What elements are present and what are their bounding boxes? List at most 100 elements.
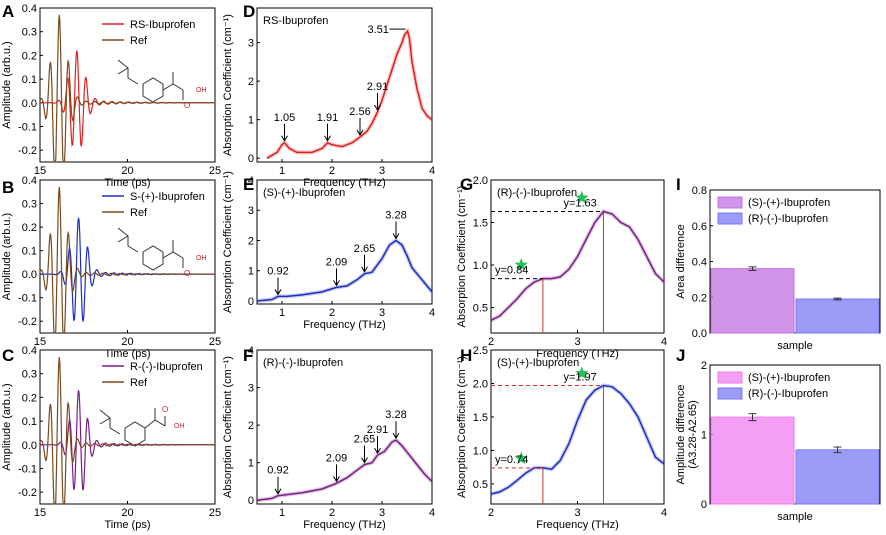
annotation-label: 1.91 [317, 112, 338, 124]
panel-title: RS-Ibuprofen [263, 15, 328, 27]
x-tick-label: 25 [209, 507, 221, 519]
x-tick-label: 20 [121, 336, 133, 348]
y-axis-label: Absorption Coefficient (cm⁻¹) [222, 171, 234, 313]
y-axis-label: Absorption Coefficient (cm⁻¹) [222, 14, 234, 156]
panel-letter-j: J [676, 346, 685, 365]
x-axis-label: Frequency (THz) [303, 319, 386, 331]
x-tick-label: 15 [34, 507, 46, 519]
y-tick-label: 0.2 [692, 292, 707, 304]
panel-g: 2 3 4 0.5 1.0 1.5 2.0 Frequency (THz) Absorption… [456, 175, 667, 360]
plot-frame [256, 179, 433, 305]
x-tick-label: 15 [34, 336, 46, 348]
y-tick-label: 0.0 [22, 440, 37, 452]
x-tick-label: 3 [574, 336, 580, 348]
legend-label: Ref [130, 377, 148, 389]
y-axis-sublabel: (A3.28-A2.65) [687, 400, 699, 468]
y-tick-label: -0.2 [18, 487, 37, 499]
y-tick-label: 2 [248, 76, 254, 88]
x-tick-label: 25 [209, 165, 221, 177]
y-tick-label: 2.5 [473, 345, 488, 357]
legend-label: (R)-(-)-Ibuprofen [748, 388, 828, 400]
y-tick-label: 4 [248, 175, 254, 187]
annotation-arrowhead [274, 488, 282, 495]
series-line [256, 439, 433, 501]
x-tick-label: 2 [329, 307, 335, 319]
y-tick-label: 3 [248, 205, 254, 217]
legend-label: (S)-(+)-Ibuprofen [748, 197, 830, 209]
y-tick-label: 1 [248, 115, 254, 127]
x-tick-label: 25 [209, 336, 221, 348]
y-tick-label: 3 [248, 383, 254, 395]
y-tick-label: 0.4 [22, 3, 37, 15]
y-tick-label: 0.4 [692, 257, 707, 269]
bar-0 [710, 416, 795, 505]
legend-swatch [717, 196, 743, 209]
y-tick-label: 0.2 [22, 222, 37, 234]
plot-frame [256, 7, 433, 163]
annotation-arrowhead [333, 476, 340, 483]
panel-title: (R)-(-)-Ibuprofen [263, 357, 343, 369]
x-tick-label: 4 [429, 507, 435, 519]
star-marker-icon [514, 451, 528, 465]
annotation-arrowhead [361, 457, 368, 464]
y-axis-label: Absorption Coefficient (cm⁻¹) [222, 356, 234, 498]
y-tick-label: 2.0 [473, 378, 488, 390]
y-tick-label: 0.0 [22, 98, 37, 110]
y-tick-label: 3 [248, 38, 254, 50]
y-tick-label: 2 [248, 420, 254, 432]
y-tick-label: 1 [248, 266, 254, 278]
series-band [265, 26, 434, 160]
y-axis-label: Amplitude (arb.u.) [1, 213, 13, 300]
svg-text:O: O [184, 101, 190, 110]
legend-label: Ref [130, 35, 148, 47]
svg-text:OH: OH [174, 423, 185, 430]
x-axis-label: Time (ps) [104, 348, 150, 360]
annotation-label: 2.09 [326, 256, 347, 268]
x-tick-label: 4 [661, 507, 667, 519]
panel-title: (S)-(+)-Ibuprofen [497, 357, 579, 369]
series-band [490, 383, 666, 496]
y-tick-label: -0.1 [18, 293, 37, 305]
y-tick-label: 0.4 [22, 345, 37, 357]
panel-letter-i: I [676, 175, 681, 194]
y-axis-label: Absorption Coefficient (cm⁻¹) [456, 356, 468, 498]
x-axis-label: Frequency (THz) [536, 348, 619, 360]
panel-b: 15 20 25 -0.2 -0.1 0.0 0.1 0.2 0.3 0.4 Time (ps) Am… [1, 175, 221, 360]
x-tick-label: 4 [661, 336, 667, 348]
annotation-arrowhead [392, 233, 400, 240]
y-tick-label: -0.2 [18, 316, 37, 328]
x-tick-label: 20 [121, 165, 133, 177]
panel-letter-c: C [2, 346, 14, 365]
x-tick-label: 4 [429, 165, 435, 177]
y-tick-label: 0.1 [22, 416, 37, 428]
panel-i: 0.0 0.2 0.4 0.6 0.8 sample Area difference (S)-… [675, 185, 881, 352]
marker-label: y=0.84 [495, 265, 528, 277]
legend-swatch [717, 371, 743, 384]
annotation-label: 2.09 [326, 452, 347, 464]
x-tick-label: 3 [379, 307, 385, 319]
x-tick-label: 2 [488, 507, 494, 519]
y-tick-label: 1 [248, 458, 254, 470]
annotation-label: 2.65 [354, 434, 375, 446]
series-line [256, 239, 433, 302]
annotation-label: 3.28 [385, 409, 406, 421]
annotation-label: 2.56 [349, 106, 370, 118]
panel-f: 1 2 3 4 0 1 2 3 4 Frequency (THz) Absorption Coeff… [222, 345, 435, 531]
y-tick-label: 0.8 [692, 185, 707, 197]
y-axis-label: Area difference [675, 224, 687, 298]
annotation-arrowhead [281, 135, 288, 142]
y-tick-label: 0.3 [22, 369, 37, 381]
x-tick-label: 2 [329, 165, 335, 177]
x-tick-label: 2 [329, 507, 335, 519]
y-tick-label: 1.0 [473, 445, 488, 457]
y-tick-label: 0.5 [473, 303, 488, 315]
annotation-label: 3.28 [385, 209, 406, 221]
series-line [490, 384, 665, 495]
y-tick-label: 0.6 [692, 221, 707, 233]
panel-letter-b: B [2, 178, 14, 197]
annotation-arrowhead [374, 447, 381, 455]
panel-c: 15 20 25 -0.2 -0.1 0.0 0.1 0.2 0.3 0.4 Time (ps) Am… [1, 345, 221, 531]
y-tick-label: 0.5 [473, 479, 488, 491]
x-tick-label: 15 [34, 165, 46, 177]
